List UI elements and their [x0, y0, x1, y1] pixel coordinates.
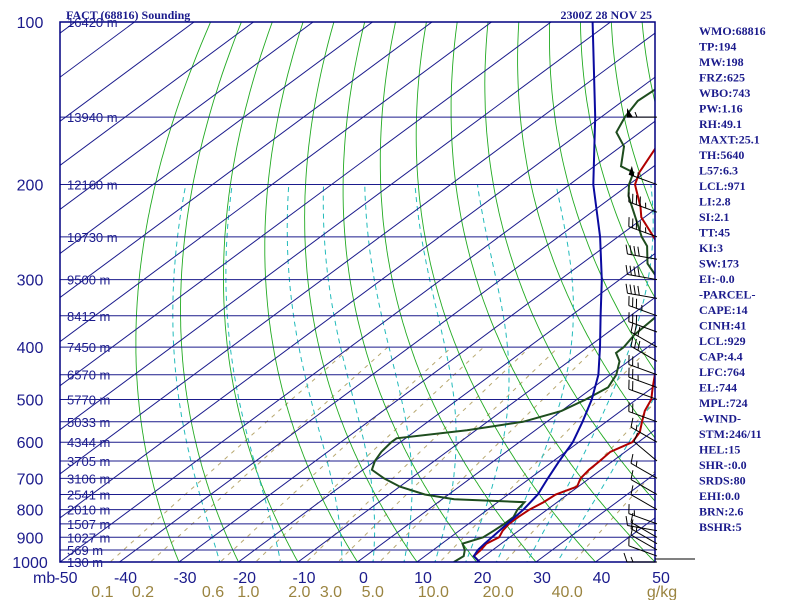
- index-value: WMO:68816: [699, 24, 766, 38]
- mixing-ratio-label: 2.0: [288, 584, 310, 600]
- mixing-ratio-unit: g/kg: [647, 584, 677, 600]
- mixing-ratio-label: 3.0: [320, 584, 342, 600]
- height-label: 6570 m: [67, 368, 110, 383]
- mixing-ratio-label: 20.0: [483, 584, 514, 600]
- height-label: 3705 m: [67, 454, 110, 469]
- height-label: 5033 m: [67, 415, 110, 430]
- pressure-tick-label: 900: [17, 530, 44, 547]
- temperature-tick-label: -30: [173, 570, 196, 587]
- index-value: CAP:4.4: [699, 350, 743, 364]
- mixing-ratio-label: 0.6: [202, 584, 224, 600]
- index-value: WBO:743: [699, 86, 750, 100]
- height-label: 9500 m: [67, 273, 110, 288]
- index-value: -PARCEL-: [699, 288, 755, 302]
- index-value: EL:744: [699, 381, 737, 395]
- index-value: L57:6.3: [699, 164, 738, 178]
- height-label: 8412 m: [67, 309, 110, 324]
- mixing-ratio-label: 0.1: [91, 584, 113, 600]
- height-label: 2541 m: [67, 488, 110, 503]
- height-label: 5770 m: [67, 392, 110, 407]
- pressure-tick-label: 700: [17, 471, 44, 488]
- pressure-tick-label: 400: [17, 340, 44, 357]
- index-value: SI:2.1: [699, 210, 729, 224]
- index-value: STM:246/11: [699, 427, 762, 441]
- pressure-tick-label: 800: [17, 503, 44, 520]
- temperature-tick-label: -50: [54, 570, 77, 587]
- index-value: BRN:2.6: [699, 505, 743, 519]
- index-value: SRDS:80: [699, 474, 746, 488]
- index-value: FRZ:625: [699, 71, 745, 85]
- temperature-tick-label: 30: [533, 570, 551, 587]
- index-value: SHR-:0.0: [699, 458, 747, 472]
- height-label: 12160 m: [67, 178, 118, 193]
- height-label: 3106 m: [67, 471, 110, 486]
- mixing-ratio-label: 0.2: [132, 584, 154, 600]
- height-label: 130 m: [67, 555, 103, 570]
- index-value: MW:198: [699, 55, 744, 69]
- height-label: 10730 m: [67, 230, 118, 245]
- station-title: FACT (68816) Sounding: [66, 8, 190, 22]
- pressure-tick-label: 600: [17, 435, 44, 452]
- index-value: LCL:971: [699, 179, 746, 193]
- index-value: EI:-0.0: [699, 272, 735, 286]
- index-value: PW:1.16: [699, 102, 743, 116]
- mixing-ratio-label: 1.0: [237, 584, 259, 600]
- index-value: EHI:0.0: [699, 489, 740, 503]
- index-value: LCL:929: [699, 334, 746, 348]
- index-value: TH:5640: [699, 148, 744, 162]
- index-value: -WIND-: [699, 412, 741, 426]
- x-axis-unit: mb: [33, 570, 55, 587]
- index-value: MAXT:25.1: [699, 133, 760, 147]
- index-value: KI:3: [699, 241, 723, 255]
- index-value: LI:2.8: [699, 195, 731, 209]
- index-value: MPL:724: [699, 396, 748, 410]
- index-value: TT:45: [699, 226, 730, 240]
- index-value: LFC:764: [699, 365, 745, 379]
- height-label: 13940 m: [67, 110, 118, 125]
- mixing-ratio-label: 5.0: [362, 584, 384, 600]
- height-label: 4344 m: [67, 435, 110, 450]
- temperature-tick-label: 40: [593, 570, 611, 587]
- index-value: BSHR:5: [699, 520, 742, 534]
- pressure-tick-label: 300: [17, 273, 44, 290]
- sounding-time: 2300Z 28 NOV 25: [561, 8, 652, 22]
- index-value: SW:173: [699, 257, 739, 271]
- index-value: HEL:15: [699, 443, 740, 457]
- mixing-ratio-label: 10.0: [418, 584, 449, 600]
- index-value: RH:49.1: [699, 117, 742, 131]
- pressure-tick-label: 200: [17, 178, 44, 195]
- mixing-ratio-label: 40.0: [552, 584, 583, 600]
- pressure-tick-label: 500: [17, 392, 44, 409]
- index-value: TP:194: [699, 40, 736, 54]
- index-value: CAPE:14: [699, 303, 748, 317]
- pressure-tick-label: 100: [17, 15, 44, 32]
- height-label: 7450 m: [67, 340, 110, 355]
- index-value: CINH:41: [699, 319, 746, 333]
- height-label: 2010 m: [67, 503, 110, 518]
